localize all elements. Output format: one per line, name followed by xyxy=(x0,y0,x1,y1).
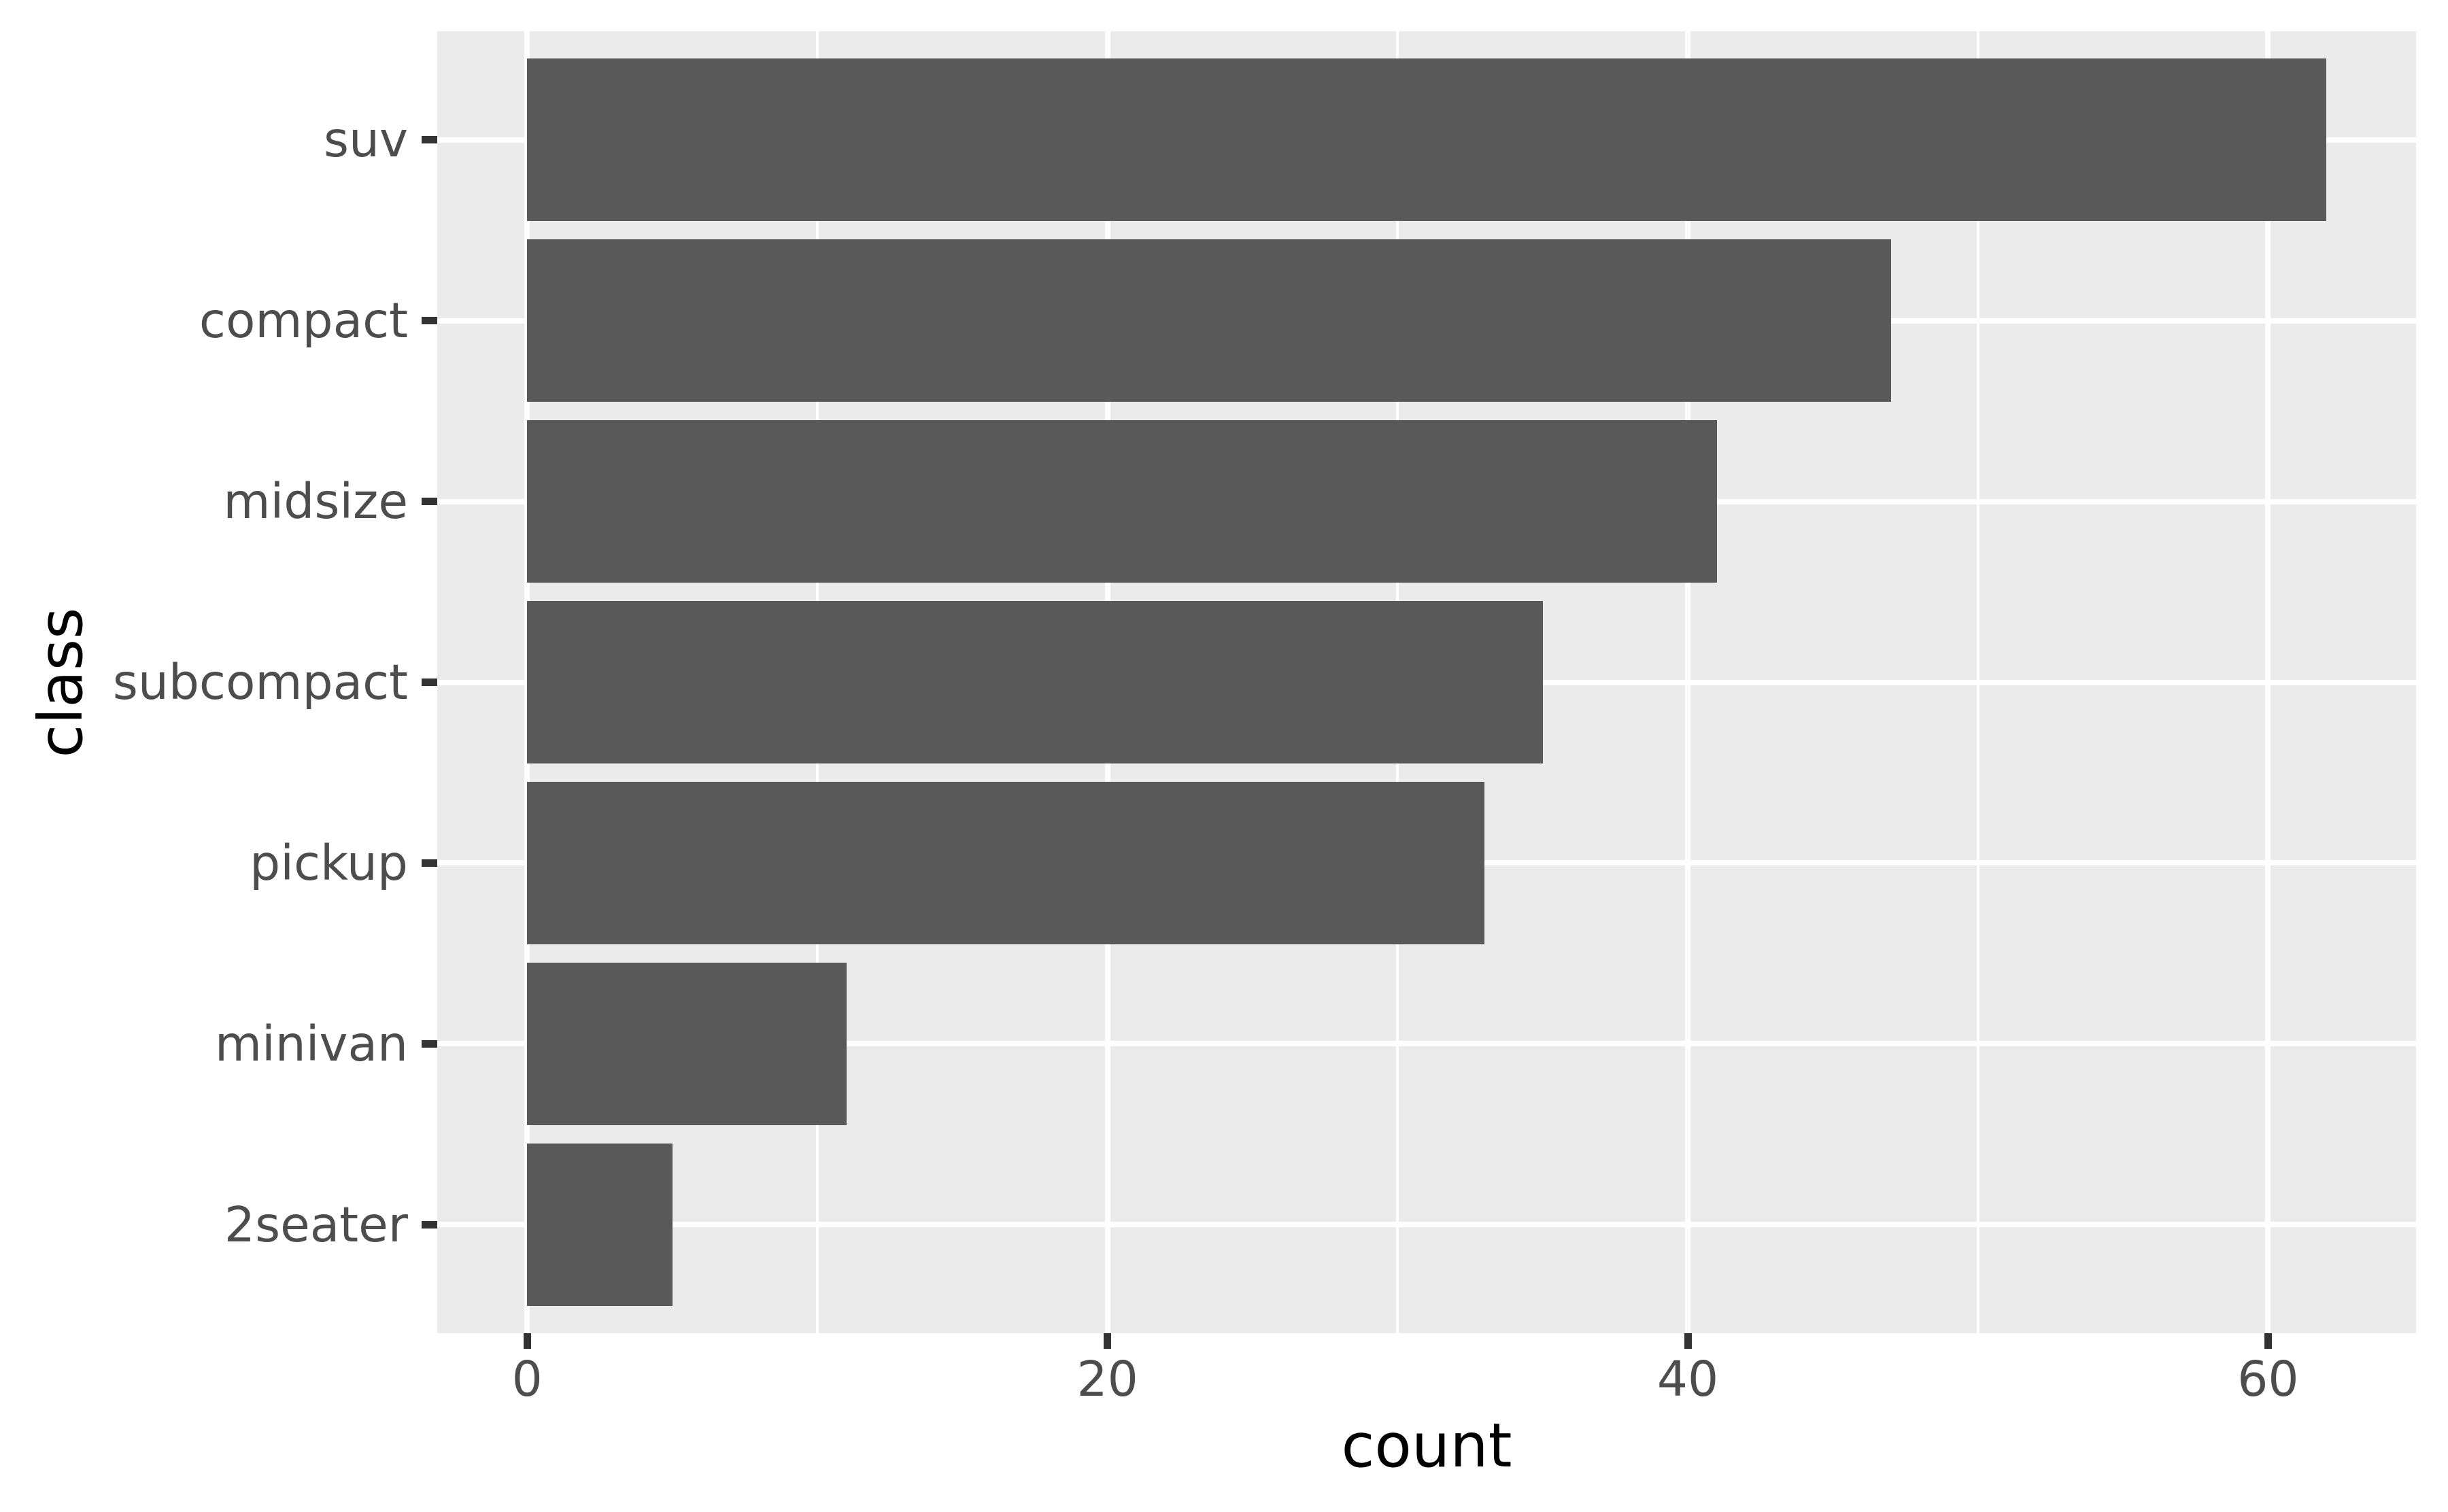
y-tick-mark-pickup xyxy=(422,859,437,867)
x-tick-mark-60 xyxy=(2264,1333,2272,1349)
bar-minivan xyxy=(527,962,847,1126)
y-tick-label-2seater: 2seater xyxy=(224,1196,408,1253)
x-tick-mark-20 xyxy=(1104,1333,1112,1349)
bar-2seater xyxy=(527,1143,673,1307)
bar-subcompact xyxy=(527,600,1543,764)
y-tick-label-subcompact: subcompact xyxy=(112,653,408,710)
bar-suv xyxy=(527,58,2326,222)
plot-panel xyxy=(437,31,2416,1333)
bar-pickup xyxy=(527,781,1485,945)
y-tick-label-midsize: midsize xyxy=(223,473,408,530)
y-tick-mark-minivan xyxy=(422,1040,437,1048)
y-tick-label-suv: suv xyxy=(323,111,408,169)
x-tick-mark-0 xyxy=(523,1333,531,1349)
bar-compact xyxy=(527,239,1891,402)
y-tick-mark-subcompact xyxy=(422,678,437,686)
y-tick-mark-compact xyxy=(422,317,437,325)
y-tick-label-minivan: minivan xyxy=(214,1015,408,1072)
x-tick-label-60: 60 xyxy=(2237,1351,2299,1407)
y-tick-mark-2seater xyxy=(422,1220,437,1228)
x-tick-label-20: 20 xyxy=(1076,1351,1138,1407)
x-axis-title: count xyxy=(1341,1410,1512,1481)
y-tick-mark-midsize xyxy=(422,498,437,506)
x-tick-label-0: 0 xyxy=(511,1351,543,1407)
major-gridline-y-minivan xyxy=(437,1041,2416,1047)
major-gridline-y-2seater xyxy=(437,1222,2416,1228)
bar-midsize xyxy=(527,419,1717,583)
y-tick-label-pickup: pickup xyxy=(250,834,408,891)
x-tick-label-40: 40 xyxy=(1656,1351,1719,1407)
y-tick-mark-suv xyxy=(422,136,437,144)
x-tick-mark-40 xyxy=(1684,1333,1692,1349)
y-tick-label-compact: compact xyxy=(199,292,408,349)
